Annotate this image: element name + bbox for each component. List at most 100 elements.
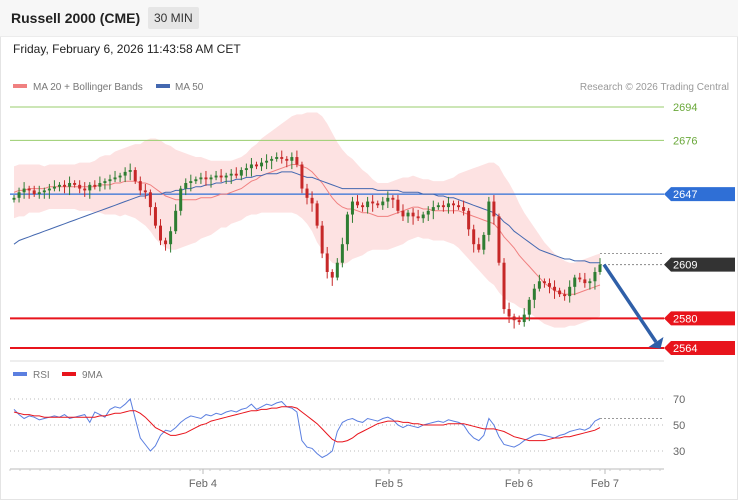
candle xyxy=(179,185,183,216)
candle xyxy=(451,200,456,214)
candle xyxy=(330,269,334,286)
candle-body xyxy=(583,279,587,284)
candle-body xyxy=(578,277,582,280)
timestamp: Friday, February 6, 2026 11:43:58 AM CET xyxy=(13,42,241,56)
candle-body xyxy=(194,179,198,182)
candle-body xyxy=(457,205,461,208)
ma20-legend-swatch xyxy=(13,84,27,88)
candle-body xyxy=(254,164,258,167)
copyright-text: Research © 2026 Trading Central xyxy=(580,82,729,93)
candle xyxy=(164,237,168,251)
candle-body xyxy=(143,190,147,193)
candle xyxy=(244,163,248,177)
candle xyxy=(411,208,415,225)
candle-body xyxy=(487,201,491,235)
candle-body xyxy=(164,240,168,245)
candle xyxy=(234,167,238,179)
candle xyxy=(446,196,450,214)
candle-body xyxy=(209,177,213,180)
rsi-series-9MA xyxy=(13,406,601,443)
candle xyxy=(52,180,56,192)
candle xyxy=(568,280,572,303)
rsi-ma-legend-swatch xyxy=(62,372,76,376)
candle xyxy=(123,167,127,183)
candle xyxy=(57,182,61,192)
candle xyxy=(32,185,36,197)
candle xyxy=(214,170,218,181)
candle xyxy=(290,152,294,170)
candle xyxy=(239,167,243,181)
candle xyxy=(229,169,233,184)
candle-body xyxy=(563,294,567,297)
candle xyxy=(537,274,541,292)
candle-body xyxy=(118,175,122,178)
candle-body xyxy=(260,162,264,167)
candle xyxy=(148,189,152,216)
candle-body xyxy=(451,203,456,206)
candle-body xyxy=(12,197,16,200)
candle xyxy=(350,196,354,223)
level-label-2676: 2676 xyxy=(673,135,697,147)
candle-body xyxy=(295,157,299,165)
candle xyxy=(260,157,264,171)
candle xyxy=(12,195,16,203)
candle xyxy=(441,200,445,212)
candle xyxy=(356,195,360,209)
candle xyxy=(522,308,526,327)
candle xyxy=(507,302,511,323)
candle xyxy=(345,211,349,251)
candle-body xyxy=(285,158,289,161)
candle-body xyxy=(386,197,390,202)
rsi-ma-legend-label: 9MA xyxy=(82,370,103,381)
level-tag-2564 xyxy=(664,341,735,355)
candle-body xyxy=(265,160,269,163)
candle xyxy=(189,174,193,192)
candle-body xyxy=(32,190,36,195)
candle-body xyxy=(169,231,173,245)
candle-body xyxy=(103,181,107,184)
candle xyxy=(578,272,582,283)
candle xyxy=(593,267,597,290)
candle xyxy=(83,182,87,197)
candle-body xyxy=(542,281,546,284)
candle-body xyxy=(78,184,82,189)
candle-body xyxy=(47,188,51,191)
candle xyxy=(477,237,481,253)
candle xyxy=(47,183,51,199)
candle xyxy=(133,167,137,184)
candle xyxy=(406,209,410,223)
candle xyxy=(249,157,253,177)
level-tag-2580 xyxy=(664,311,735,326)
candle xyxy=(381,196,385,210)
candle xyxy=(462,200,466,216)
bollinger-band-area xyxy=(14,112,600,328)
candle-body xyxy=(123,171,127,176)
candle-body xyxy=(138,181,142,191)
candle-body xyxy=(73,183,77,185)
candle xyxy=(436,202,440,210)
candle xyxy=(487,196,491,242)
candle-body xyxy=(426,210,430,215)
candle-body xyxy=(361,205,365,208)
ma20-line xyxy=(13,164,601,295)
candle-body xyxy=(275,157,279,159)
candle xyxy=(325,246,329,279)
candle-body xyxy=(477,244,481,250)
candle-body xyxy=(492,201,496,217)
candle xyxy=(300,161,304,194)
candle xyxy=(22,182,26,199)
candle-body xyxy=(27,188,31,191)
candle-body xyxy=(547,283,551,287)
rsi-series-RSI xyxy=(13,398,601,459)
candle-body xyxy=(593,271,597,282)
x-tick-label: Feb 6 xyxy=(505,478,533,490)
candle-body xyxy=(588,281,592,284)
candle-body xyxy=(532,288,536,300)
candle-body xyxy=(573,277,577,287)
candle xyxy=(194,176,198,184)
timeframe-badge[interactable]: 30 MIN xyxy=(148,7,199,29)
candle-body xyxy=(270,158,274,161)
candle-body xyxy=(568,286,572,297)
candle-body xyxy=(158,225,163,241)
candle xyxy=(467,208,471,236)
